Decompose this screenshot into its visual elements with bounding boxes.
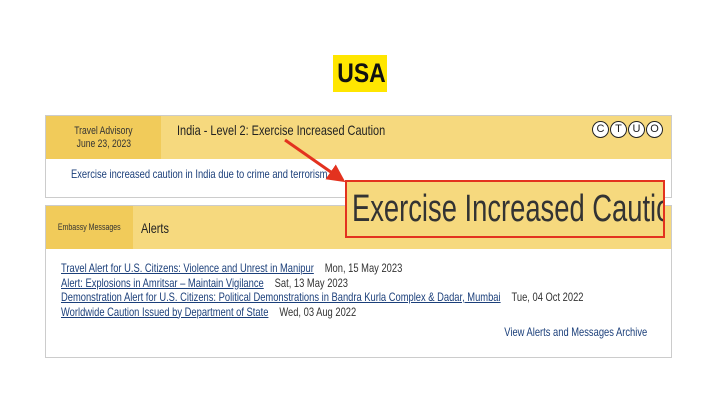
crime-icon[interactable]: C xyxy=(592,121,609,138)
alerts-list: Travel Alert for U.S. Citizens: Violence… xyxy=(46,249,671,319)
alert-date: Tue, 04 Oct 2022 xyxy=(511,290,584,304)
list-item: Worldwide Caution Issued by Department o… xyxy=(61,305,671,320)
callout-text: Exercise Increased Caution xyxy=(352,188,665,230)
messages-label-cell: Embassy Messages xyxy=(46,206,133,249)
alert-link[interactable]: Worldwide Caution Issued by Department o… xyxy=(61,304,269,319)
callout-box: Exercise Increased Caution xyxy=(345,180,665,238)
alert-link[interactable]: Alert: Explosions in Amritsar – Maintain… xyxy=(61,275,264,290)
messages-label: Embassy Messages xyxy=(58,222,121,232)
advisory-date: June 23, 2023 xyxy=(76,138,131,150)
alert-link[interactable]: Travel Alert for U.S. Citizens: Violence… xyxy=(61,261,314,275)
advisory-summary: Exercise increased caution in India due … xyxy=(71,167,331,181)
alert-link[interactable]: Demonstration Alert for U.S. Citizens: P… xyxy=(61,290,501,304)
alert-date: Mon, 15 May 2023 xyxy=(324,261,403,275)
terrorism-icon[interactable]: T xyxy=(610,121,627,138)
civil-unrest-icon[interactable]: U xyxy=(628,121,645,138)
archive-link[interactable]: View Alerts and Messages Archive xyxy=(504,325,647,339)
advisory-header: Travel Advisory June 23, 2023 India - Le… xyxy=(46,116,671,159)
advisory-title: India - Level 2: Exercise Increased Caut… xyxy=(177,122,386,138)
messages-title: Alerts xyxy=(141,220,169,236)
other-icon[interactable]: O xyxy=(646,121,663,138)
advisory-label-cell: Travel Advisory June 23, 2023 xyxy=(46,116,161,159)
advisory-label: Travel Advisory xyxy=(74,125,133,137)
alert-date: Wed, 03 Aug 2022 xyxy=(279,304,357,319)
advisory-level-icons: C T U O xyxy=(592,121,663,138)
alert-date: Sat, 13 May 2023 xyxy=(274,275,349,290)
list-item: Travel Alert for U.S. Citizens: Violence… xyxy=(61,261,671,276)
usa-badge: USA xyxy=(333,55,387,92)
list-item: Demonstration Alert for U.S. Citizens: P… xyxy=(61,290,671,305)
list-item: Alert: Explosions in Amritsar – Maintain… xyxy=(61,276,671,291)
